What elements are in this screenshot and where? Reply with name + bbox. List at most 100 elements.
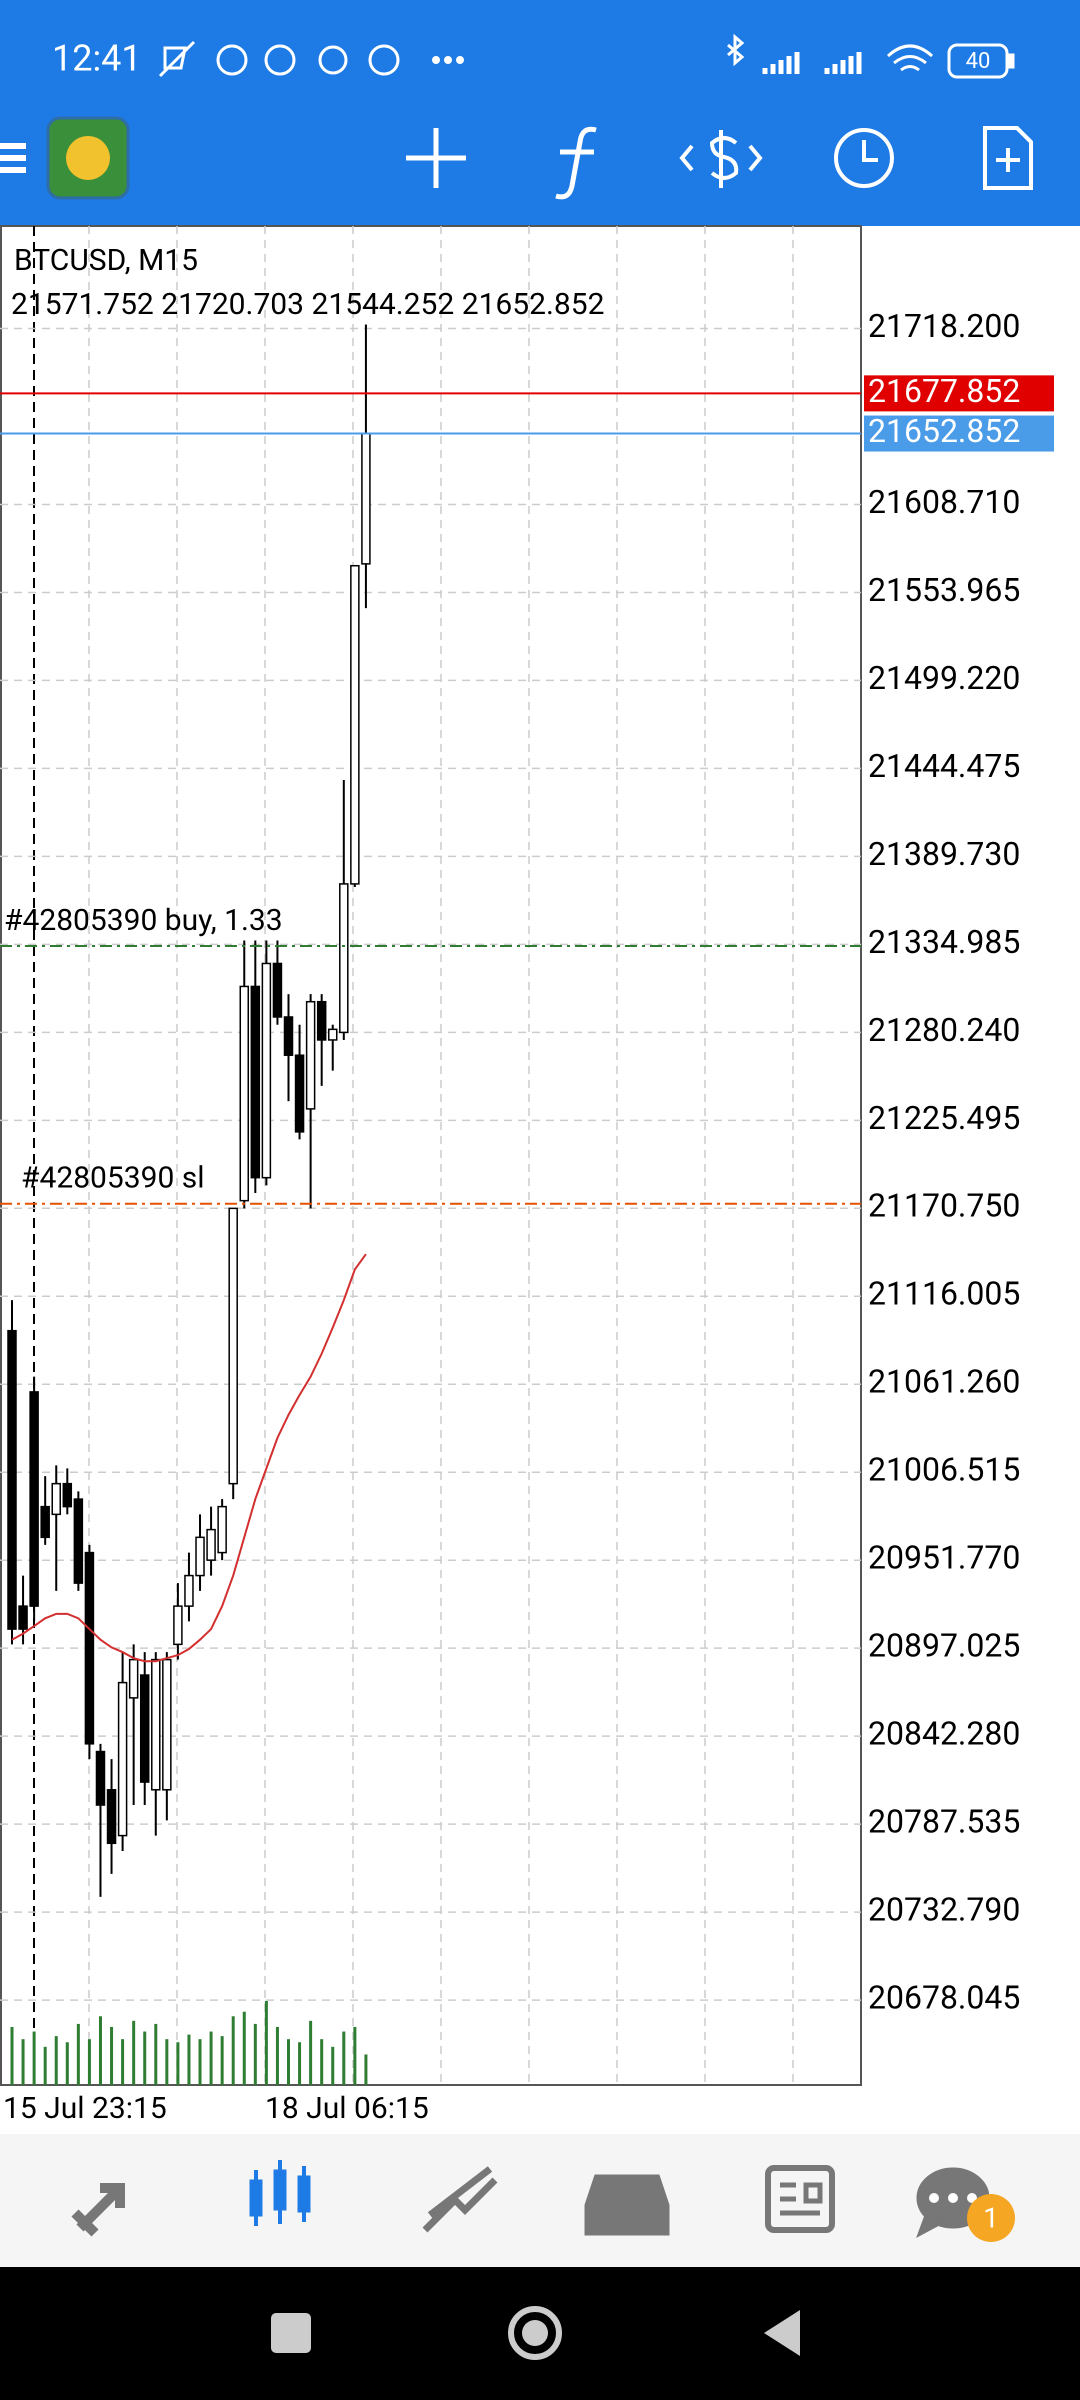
candle-body: [339, 883, 349, 1034]
history-tab[interactable]: [584, 2174, 670, 2236]
volume-bar: [298, 2042, 302, 2085]
chart-ohlc: 21571.752 21720.703 21544.252 21652.852: [11, 287, 605, 322]
candle-body: [195, 1536, 205, 1577]
y-tick-label: 20732.790: [868, 1891, 1020, 1929]
bid-price-box: [864, 415, 1054, 452]
volume-bar: [154, 2023, 158, 2085]
chart-symbol: BTCUSD, M15: [14, 243, 198, 278]
volume-bar: [198, 2039, 202, 2085]
volume-bar: [353, 2026, 357, 2085]
crosshair-button[interactable]: [406, 128, 466, 188]
candle-body: [294, 1054, 305, 1133]
y-tick-label: 21499.220: [868, 659, 1020, 697]
volume-bar: [65, 2042, 69, 2085]
volume-bar: [320, 2039, 324, 2085]
candle-body: [316, 1000, 327, 1041]
order-label: #42805390 sl: [21, 1161, 205, 1196]
trade-tab[interactable]: [422, 2166, 498, 2233]
volume-bar: [43, 2046, 47, 2085]
volume-bar: [176, 2042, 180, 2085]
candle-body: [206, 1528, 216, 1561]
candle-body: [217, 1505, 227, 1554]
volume-bar: [165, 2039, 169, 2085]
badge-count: 1: [983, 2201, 999, 2234]
news-tab[interactable]: [765, 2165, 835, 2233]
y-tick-label: 21116.005: [868, 1275, 1020, 1313]
badge: [967, 2194, 1015, 2242]
app-logo-mark: [66, 136, 110, 180]
volume-bar: [287, 2039, 290, 2085]
volume-bar: [10, 2026, 14, 2085]
y-tick-label: 21006.515: [868, 1451, 1020, 1489]
y-tick-label: 21170.750: [868, 1187, 1020, 1225]
volume-bar: [187, 2034, 191, 2085]
clock-hands: [862, 140, 878, 162]
y-tick-label: 20842.280: [868, 1715, 1020, 1753]
ask-price-label: 21677.852: [868, 372, 1020, 410]
volume-bar: [54, 2036, 58, 2085]
candle-body: [184, 1574, 194, 1607]
x-label: 18 Jul 06:15: [265, 2091, 429, 2126]
y-tick-label: 21061.260: [868, 1363, 1020, 1401]
x-label: 15 Jul 23:15: [3, 2091, 167, 2126]
volume-bar: [98, 2016, 102, 2085]
timeframe-button[interactable]: [834, 128, 894, 188]
candle-body: [106, 1789, 117, 1845]
candle-body: [228, 1207, 238, 1485]
volume-bar: [21, 2039, 25, 2085]
candle-body: [73, 1498, 84, 1584]
menu-button[interactable]: [0, 143, 26, 173]
tab-bar: [0, 2134, 1080, 2267]
candle-body: [272, 962, 283, 1018]
y-tick-label: 20787.535: [868, 1803, 1020, 1841]
back-button[interactable]: [764, 2310, 800, 2356]
volume-bar: [275, 2026, 279, 2085]
ask-price-box: [864, 375, 1054, 412]
chart-tab[interactable]: [249, 2160, 311, 2226]
y-tick-label: 20951.770: [868, 1539, 1020, 1577]
candle-body: [162, 1658, 172, 1791]
y-tick-label: 21334.985: [868, 923, 1020, 961]
volume-bar: [87, 2039, 91, 2085]
y-tick-label: 21280.240: [868, 1011, 1020, 1049]
home-button[interactable]: [508, 2306, 562, 2360]
volume-bar: [309, 2020, 313, 2085]
candle-body: [361, 432, 371, 565]
candle-body: [350, 564, 360, 885]
candle-body: [261, 962, 272, 1179]
volume-bar: [110, 2026, 114, 2085]
candle-body: [7, 1329, 17, 1630]
y-tick-label: 21553.965: [868, 571, 1020, 609]
volume-bar: [342, 2031, 346, 2085]
volume-bar: [264, 2001, 268, 2085]
y-tick-label: 21608.710: [868, 483, 1020, 521]
chart-layer: 21718.200 21608.710 21553.965 21499.220 2144…: [0, 307, 1054, 2085]
volume-bar: [364, 2054, 368, 2085]
y-tick-label: 21389.730: [868, 835, 1020, 873]
header-bg: [0, 0, 1080, 226]
status-icons: [158, 33, 1015, 79]
volume-bar: [220, 2036, 224, 2085]
quotes-tab[interactable]: [71, 2183, 125, 2237]
candle-body: [51, 1482, 61, 1516]
candle-body: [128, 1658, 139, 1699]
y-tick-label: 20897.025: [868, 1627, 1020, 1665]
volume-bar: [253, 2023, 257, 2085]
volume-bar: [76, 2023, 80, 2085]
candle-body: [327, 1028, 338, 1041]
indicators-button[interactable]: [555, 126, 597, 200]
candle-body: [305, 1000, 316, 1110]
volume-bar: [242, 2011, 246, 2085]
symbols-button[interactable]: [679, 130, 763, 188]
candle-body: [239, 985, 250, 1202]
new-order-button[interactable]: [983, 126, 1033, 190]
candle-body: [18, 1605, 28, 1630]
clock: 12:41: [52, 38, 142, 80]
volume-bar: [209, 2031, 213, 2085]
volume-bar: [231, 2016, 235, 2085]
y-tick-label: 21718.200: [868, 307, 1020, 345]
recents-button[interactable]: [271, 2313, 311, 2353]
candle-body: [283, 1016, 294, 1056]
candle-body: [117, 1681, 128, 1837]
